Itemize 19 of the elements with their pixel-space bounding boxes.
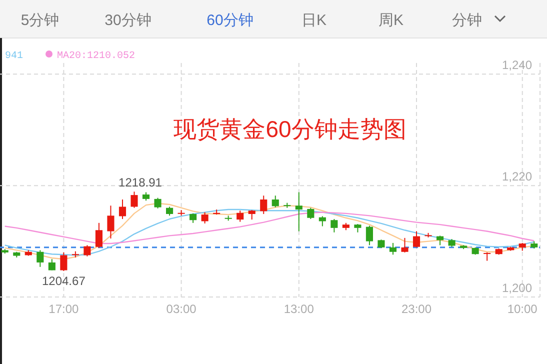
- y-tick-label: 1,220: [502, 170, 532, 184]
- text: 分钟: [452, 12, 482, 29]
- x-tick-label: 10:00: [507, 302, 538, 316]
- text: 30分钟: [104, 12, 152, 29]
- annotation: 1218.91: [118, 176, 162, 190]
- x-tick-label: 17:00: [48, 302, 80, 316]
- annotation: 1204.67: [42, 274, 86, 288]
- text: 5分钟: [20, 12, 60, 29]
- text: 现货黄金60分钟走势图: [174, 116, 406, 142]
- text: 日K: [301, 12, 327, 29]
- text: 60分钟: [206, 12, 254, 29]
- x-tick-label: 03:00: [166, 302, 197, 316]
- y-tick-label: 1,200: [502, 281, 532, 295]
- x-tick-label: 13:00: [284, 302, 314, 316]
- text: 941: [5, 51, 24, 62]
- y-tick-label: 1,240: [502, 58, 532, 72]
- x-tick-label: 23:00: [401, 302, 432, 316]
- text: 周K: [378, 12, 404, 29]
- legend-label: MA20:1210.052: [57, 51, 136, 62]
